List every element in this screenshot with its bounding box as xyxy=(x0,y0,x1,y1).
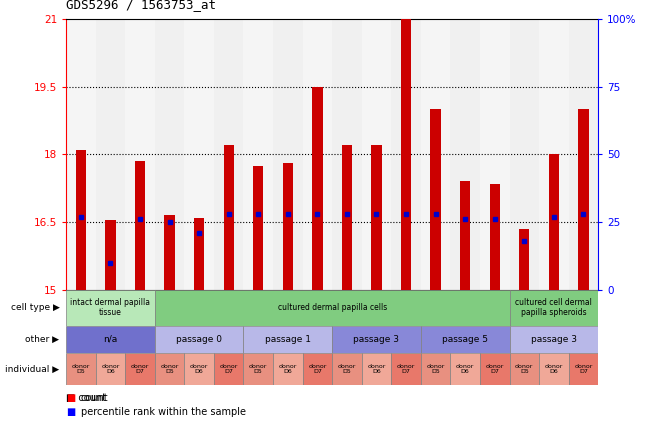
Bar xyxy=(480,19,510,290)
Bar xyxy=(155,290,510,326)
Text: donor
D6: donor D6 xyxy=(368,364,385,374)
Bar xyxy=(76,150,86,290)
Bar xyxy=(421,353,450,385)
Text: donor
D7: donor D7 xyxy=(486,364,504,374)
Bar xyxy=(568,353,598,385)
Text: donor
D5: donor D5 xyxy=(426,364,445,374)
Bar xyxy=(450,19,480,290)
Bar xyxy=(480,353,510,385)
Text: donor
D7: donor D7 xyxy=(397,364,415,374)
Text: donor
D5: donor D5 xyxy=(71,364,90,374)
Bar xyxy=(96,19,125,290)
Bar xyxy=(312,87,323,290)
Bar xyxy=(243,353,273,385)
Bar xyxy=(578,109,588,290)
Bar xyxy=(105,220,116,290)
Text: GDS5296 / 1563753_at: GDS5296 / 1563753_at xyxy=(66,0,216,11)
Text: passage 1: passage 1 xyxy=(265,335,311,344)
Bar xyxy=(184,353,214,385)
Text: n/a: n/a xyxy=(103,335,118,344)
Text: donor
D6: donor D6 xyxy=(101,364,120,374)
Bar xyxy=(243,19,273,290)
Bar xyxy=(362,353,391,385)
Text: donor
D7: donor D7 xyxy=(308,364,327,374)
Text: ■: ■ xyxy=(66,407,75,418)
Bar xyxy=(155,19,184,290)
Text: ■: ■ xyxy=(66,393,75,403)
Bar xyxy=(510,353,539,385)
Bar xyxy=(421,19,450,290)
Text: donor
D7: donor D7 xyxy=(574,364,593,374)
Bar xyxy=(243,326,332,353)
Bar xyxy=(66,290,155,326)
Bar xyxy=(273,353,303,385)
Bar xyxy=(510,19,539,290)
Bar xyxy=(96,353,125,385)
Text: donor
D5: donor D5 xyxy=(161,364,178,374)
Bar xyxy=(391,19,421,290)
Text: cultured cell dermal
papilla spheroids: cultured cell dermal papilla spheroids xyxy=(516,298,592,317)
Bar xyxy=(214,353,243,385)
Text: passage 0: passage 0 xyxy=(176,335,222,344)
Bar xyxy=(125,353,155,385)
Bar xyxy=(273,19,303,290)
Bar xyxy=(283,163,293,290)
Text: other ▶: other ▶ xyxy=(26,335,59,344)
Bar xyxy=(401,19,411,290)
Bar xyxy=(66,19,96,290)
Text: donor
D5: donor D5 xyxy=(338,364,356,374)
Bar xyxy=(539,353,568,385)
Bar xyxy=(125,19,155,290)
Bar xyxy=(184,19,214,290)
Bar xyxy=(450,353,480,385)
Bar xyxy=(303,353,332,385)
Bar xyxy=(342,146,352,290)
Bar xyxy=(223,146,234,290)
Text: passage 5: passage 5 xyxy=(442,335,488,344)
Bar xyxy=(539,19,568,290)
Text: donor
D5: donor D5 xyxy=(249,364,268,374)
Bar xyxy=(549,154,559,290)
Text: donor
D7: donor D7 xyxy=(131,364,149,374)
Text: passage 3: passage 3 xyxy=(531,335,577,344)
Bar xyxy=(66,326,155,353)
Text: individual ▶: individual ▶ xyxy=(5,365,59,374)
Text: donor
D6: donor D6 xyxy=(545,364,563,374)
Text: donor
D6: donor D6 xyxy=(279,364,297,374)
Text: cultured dermal papilla cells: cultured dermal papilla cells xyxy=(278,303,387,312)
Text: count: count xyxy=(81,393,108,403)
Bar xyxy=(362,19,391,290)
Bar xyxy=(391,353,421,385)
Bar xyxy=(66,353,96,385)
Text: donor
D7: donor D7 xyxy=(219,364,238,374)
Text: passage 3: passage 3 xyxy=(354,335,399,344)
Bar xyxy=(490,184,500,290)
Bar xyxy=(371,146,381,290)
Text: percentile rank within the sample: percentile rank within the sample xyxy=(81,407,246,418)
Bar xyxy=(510,290,598,326)
Bar xyxy=(460,181,471,290)
Bar xyxy=(155,353,184,385)
Text: donor
D5: donor D5 xyxy=(515,364,533,374)
Bar xyxy=(332,353,362,385)
Bar xyxy=(568,19,598,290)
Text: donor
D6: donor D6 xyxy=(190,364,208,374)
Bar xyxy=(303,19,332,290)
Bar xyxy=(519,229,529,290)
Text: ■ count: ■ count xyxy=(66,393,106,403)
Text: cell type ▶: cell type ▶ xyxy=(11,303,59,312)
Bar xyxy=(214,19,243,290)
Bar xyxy=(155,326,243,353)
Bar xyxy=(430,109,441,290)
Bar xyxy=(510,326,598,353)
Bar xyxy=(332,326,421,353)
Bar xyxy=(165,215,175,290)
Bar xyxy=(194,217,204,290)
Text: donor
D6: donor D6 xyxy=(456,364,475,374)
Bar xyxy=(135,161,145,290)
Bar xyxy=(253,166,264,290)
Bar xyxy=(332,19,362,290)
Text: intact dermal papilla
tissue: intact dermal papilla tissue xyxy=(71,298,151,317)
Bar xyxy=(421,326,510,353)
